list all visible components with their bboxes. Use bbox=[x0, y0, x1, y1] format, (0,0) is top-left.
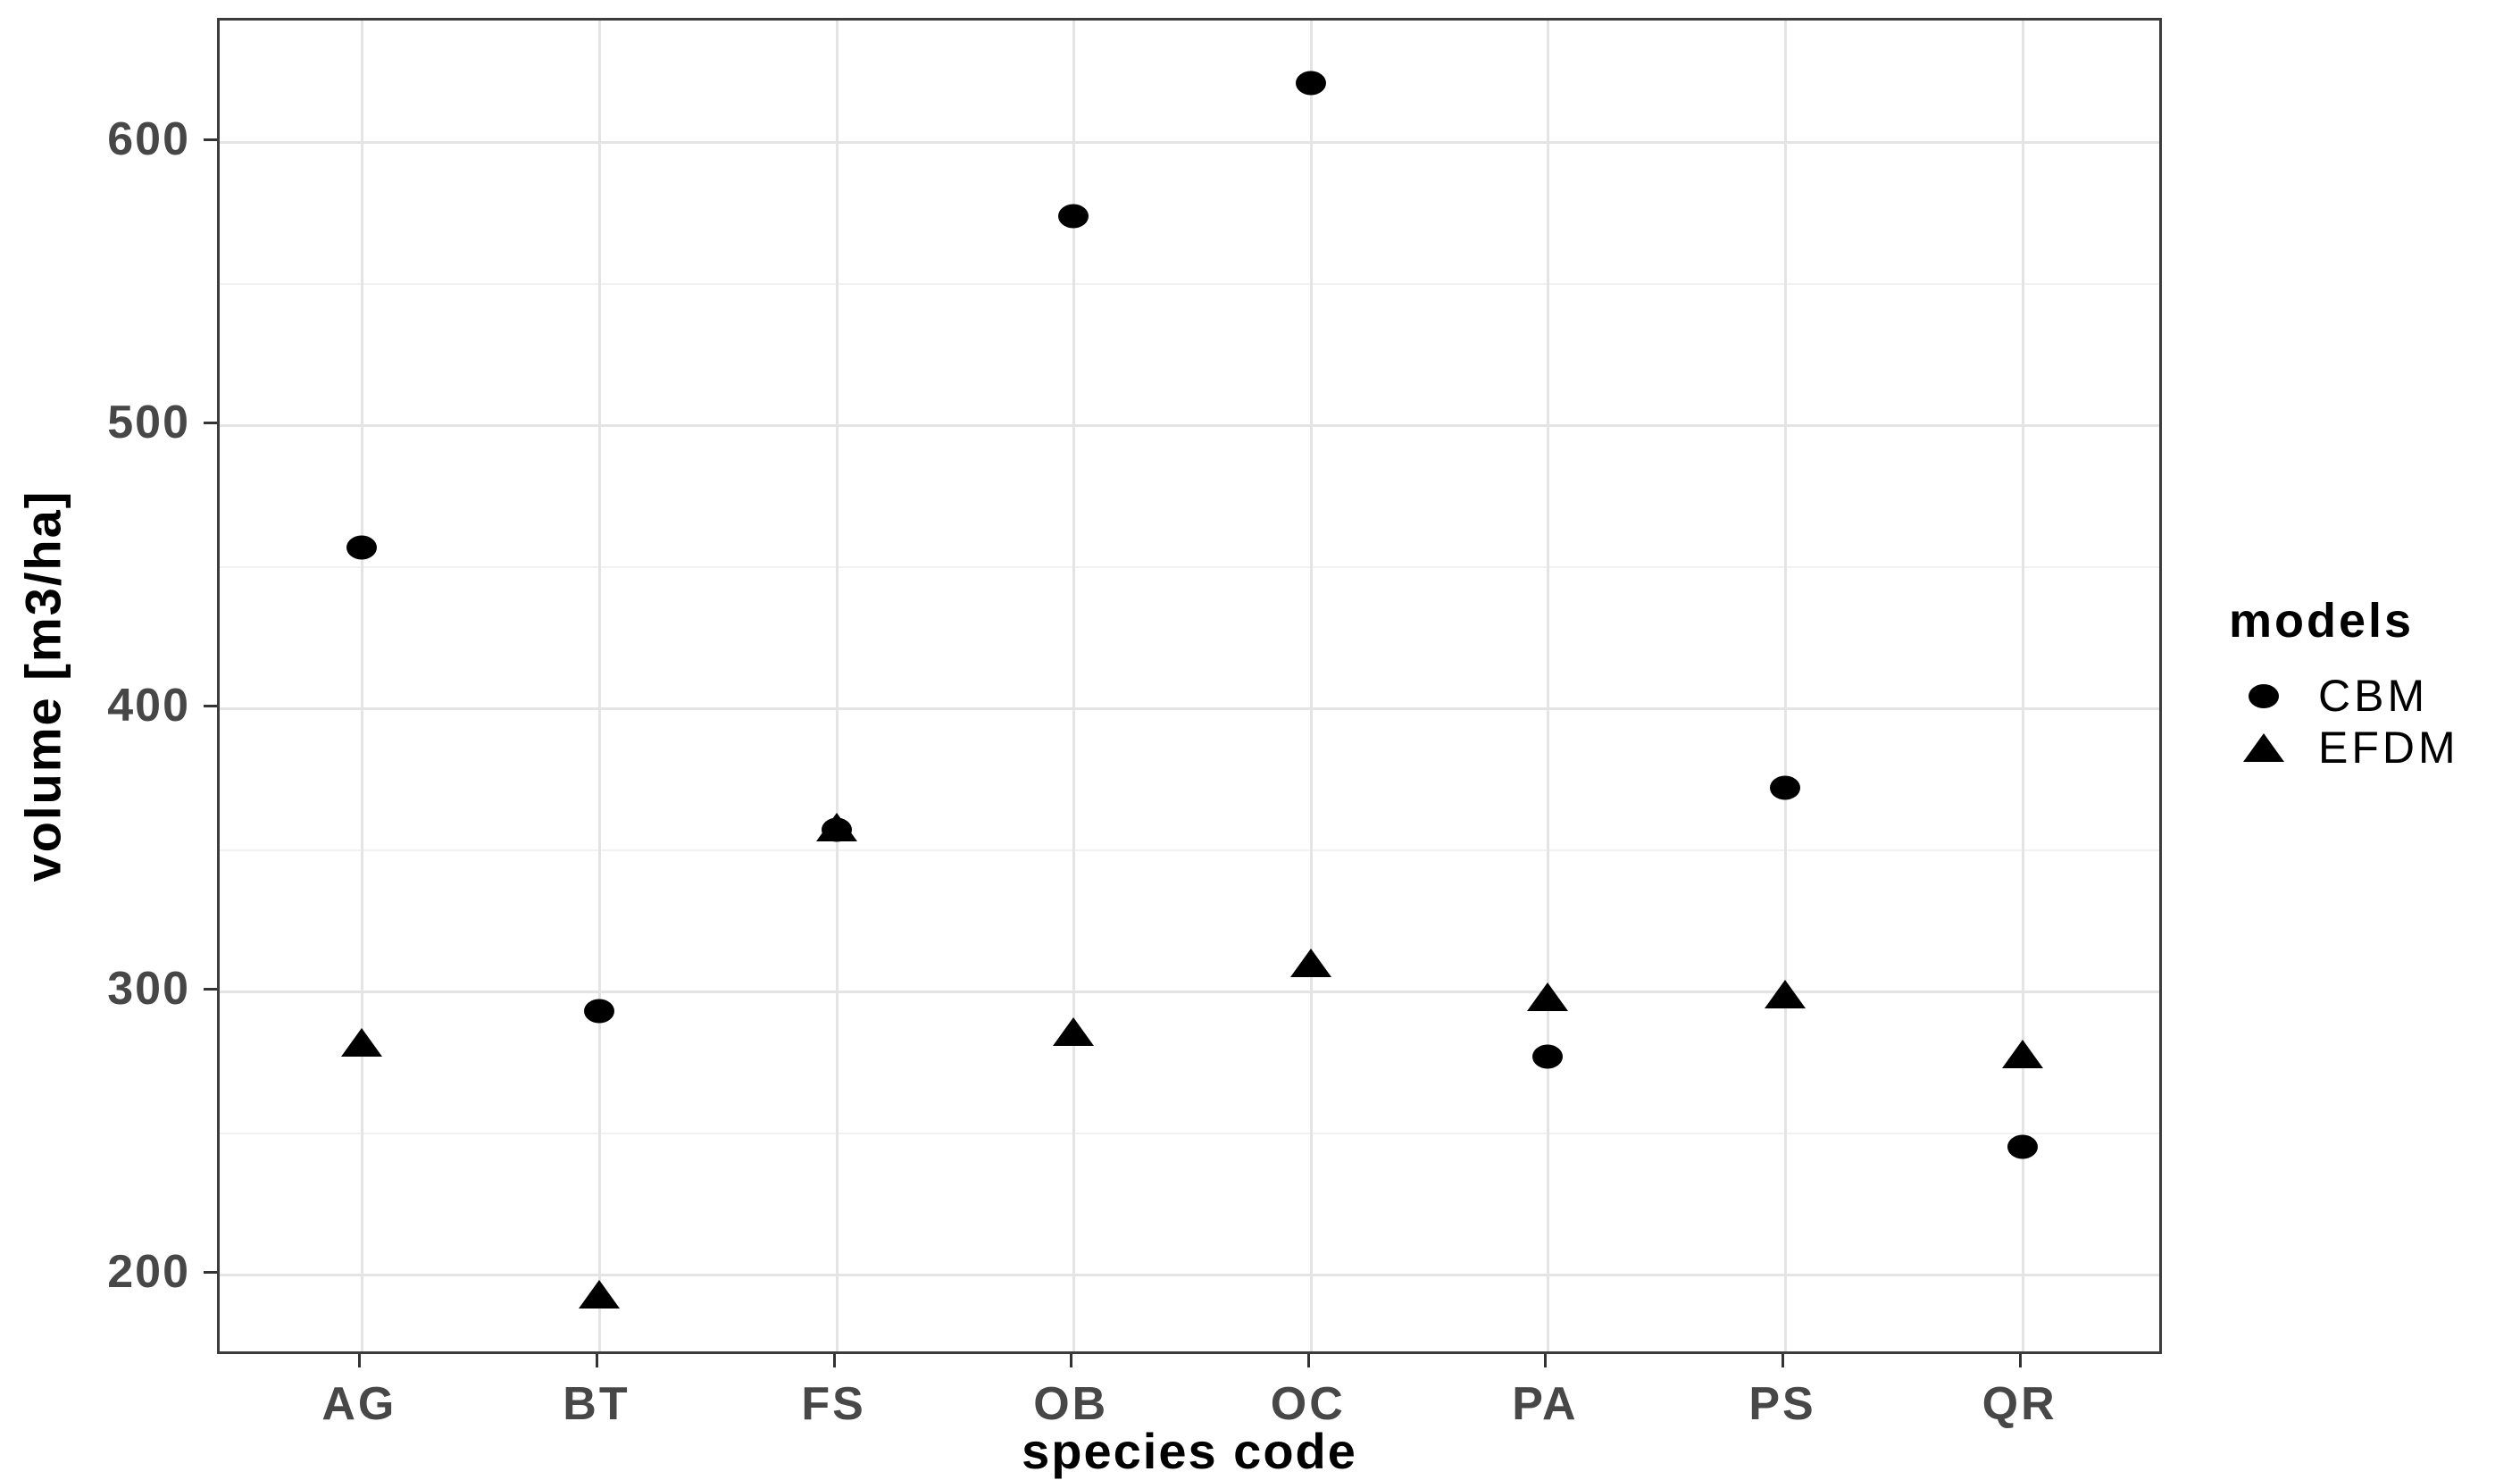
data-point-efdm-fs bbox=[815, 813, 857, 842]
y-axis-tick-mark bbox=[204, 988, 217, 991]
triangle-marker-icon bbox=[2243, 733, 2284, 762]
minor-gridline bbox=[220, 565, 2159, 568]
vertical-gridline bbox=[1547, 21, 1550, 1351]
x-axis-tick-mark bbox=[1070, 1354, 1073, 1367]
data-point-efdm-ps bbox=[1765, 980, 1807, 1009]
data-point-cbm-pa bbox=[1532, 1044, 1564, 1069]
y-axis-tick-label: 600 bbox=[107, 113, 190, 166]
x-axis-tick-label: OC bbox=[1270, 1378, 1346, 1430]
x-axis-tick-mark bbox=[1544, 1354, 1548, 1367]
data-point-efdm-ag bbox=[341, 1028, 383, 1058]
vertical-gridline bbox=[1309, 21, 1313, 1351]
data-point-efdm-qr bbox=[2001, 1039, 2043, 1068]
legend-key bbox=[2229, 733, 2299, 762]
vertical-gridline bbox=[835, 21, 839, 1351]
data-point-cbm-qr bbox=[2007, 1134, 2038, 1159]
minor-gridline bbox=[220, 282, 2159, 285]
data-point-efdm-bt bbox=[578, 1280, 620, 1309]
x-axis-tick-mark bbox=[1782, 1354, 1785, 1367]
legend-label-efdm: EFDM bbox=[2318, 723, 2459, 773]
x-axis-tick-mark bbox=[832, 1354, 836, 1367]
legend-title: models bbox=[2229, 594, 2415, 648]
major-gridline bbox=[220, 141, 2159, 145]
data-point-efdm-oc bbox=[1289, 949, 1331, 978]
x-axis-tick-mark bbox=[2018, 1354, 2022, 1367]
vertical-gridline bbox=[361, 21, 364, 1351]
minor-gridline bbox=[220, 1132, 2159, 1134]
legend-key bbox=[2229, 683, 2299, 708]
x-axis-tick-mark bbox=[1306, 1354, 1310, 1367]
y-axis-tick-label: 200 bbox=[107, 1246, 190, 1299]
y-axis-tick-label: 400 bbox=[107, 680, 190, 732]
vertical-gridline bbox=[597, 21, 601, 1351]
plot-panel bbox=[217, 18, 2162, 1354]
major-gridline bbox=[220, 991, 2159, 994]
legend-entry-efdm: EFDM bbox=[2229, 722, 2459, 773]
x-axis-tick-label: QR bbox=[1982, 1378, 2057, 1430]
x-axis-tick-label: FS bbox=[801, 1378, 866, 1430]
y-axis-tick-mark bbox=[204, 422, 217, 425]
major-gridline bbox=[220, 424, 2159, 428]
x-axis-tick-label: PS bbox=[1748, 1378, 1816, 1430]
x-axis-tick-label: OB bbox=[1033, 1378, 1109, 1430]
legend-entry-cbm: CBM bbox=[2229, 670, 2459, 722]
data-point-cbm-bt bbox=[583, 999, 614, 1024]
y-axis-tick-mark bbox=[204, 705, 217, 708]
vertical-gridline bbox=[1072, 21, 1076, 1351]
x-axis-tick-label: AG bbox=[321, 1378, 397, 1430]
x-axis-title: species code bbox=[1022, 1423, 1357, 1479]
legend: models CBM EFDM bbox=[2229, 593, 2459, 773]
data-point-efdm-pa bbox=[1527, 982, 1569, 1012]
y-axis-tick-mark bbox=[204, 138, 217, 142]
circle-marker-icon bbox=[2249, 683, 2279, 708]
x-axis-tick-label: BT bbox=[563, 1378, 630, 1430]
y-axis-tick-label: 500 bbox=[107, 397, 190, 449]
y-axis-tick-mark bbox=[204, 1271, 217, 1275]
vertical-gridline bbox=[2021, 21, 2024, 1351]
legend-label-cbm: CBM bbox=[2318, 671, 2429, 721]
x-axis-tick-mark bbox=[358, 1354, 362, 1367]
minor-gridline bbox=[220, 849, 2159, 851]
data-point-cbm-oc bbox=[1295, 71, 1326, 96]
data-point-efdm-ob bbox=[1053, 1016, 1095, 1046]
x-axis-tick-label: PA bbox=[1512, 1378, 1579, 1430]
x-axis-tick-mark bbox=[595, 1354, 598, 1367]
data-point-cbm-ag bbox=[346, 535, 378, 560]
major-gridline bbox=[220, 707, 2159, 711]
data-point-cbm-ps bbox=[1770, 775, 1801, 800]
y-axis-tick-label: 300 bbox=[107, 963, 190, 1016]
vertical-gridline bbox=[1784, 21, 1788, 1351]
major-gridline bbox=[220, 1274, 2159, 1277]
data-point-cbm-ob bbox=[1058, 204, 1089, 229]
